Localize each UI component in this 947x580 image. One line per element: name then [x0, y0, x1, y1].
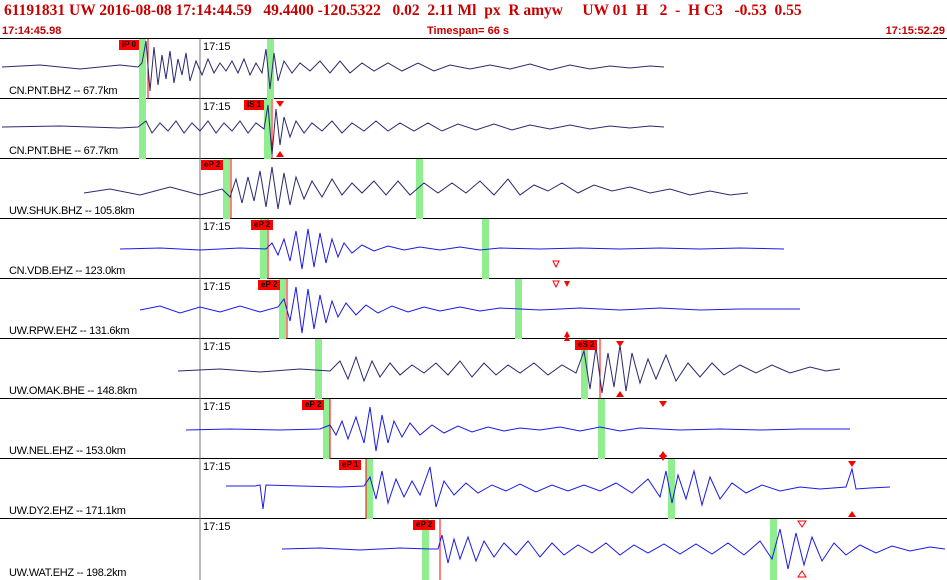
waveform-plot — [199, 519, 946, 580]
triangle-marker — [276, 101, 284, 107]
waveform-plot — [119, 219, 785, 279]
event-header: 61191831 UW 2016-08-08 17:14:44.59 49.44… — [0, 0, 947, 39]
amp-window — [267, 39, 274, 99]
seismogram-traces: 17:15 iP 0 CN.PNT.BHZ -- 67.7km 17:15 iS… — [0, 39, 947, 580]
time-tick-label: 17:15 — [203, 281, 231, 293]
phase-pick-marker[interactable]: eP 2 — [201, 160, 224, 170]
start-time: 17:14:45.98 — [2, 25, 62, 37]
station-label: UW.RPW.EHZ -- 131.6km — [9, 325, 130, 337]
waveform — [139, 286, 800, 334]
trace-panel[interactable]: 17:15 eP 2 UW.WAT.EHZ -- 198.2km — [0, 519, 947, 580]
waveform — [1, 104, 665, 156]
amp-window — [223, 159, 230, 219]
triangle-marker — [616, 391, 624, 397]
triangle-marker — [552, 280, 560, 289]
amp-window — [770, 519, 777, 580]
event-summary-line: 61191831 UW 2016-08-08 17:14:44.59 49.44… — [4, 2, 802, 19]
phase-pick-marker[interactable]: iS 1 — [244, 100, 265, 110]
amp-window — [315, 339, 322, 399]
trace-panel[interactable]: 17:15 iS 1 CN.PNT.BHE -- 67.7km — [0, 99, 947, 159]
triangle-marker — [564, 335, 570, 341]
trace-panel[interactable]: 17:15 eP 1 UW.DY2.EHZ -- 171.1km — [0, 455, 947, 519]
triangle-marker — [659, 455, 667, 461]
amp-window — [422, 519, 429, 580]
waveform — [281, 528, 946, 570]
amp-window — [139, 39, 146, 99]
phase-pick-marker[interactable]: eP 2 — [302, 400, 325, 410]
amp-window — [366, 459, 373, 519]
amp-window — [323, 399, 330, 459]
time-tick-label: 17:15 — [203, 341, 231, 353]
triangle-marker — [564, 281, 570, 287]
phase-pick-marker[interactable]: iP 0 — [119, 40, 140, 50]
station-label: CN.VDB.EHZ -- 123.0km — [9, 265, 125, 277]
amp-window — [668, 459, 675, 519]
amp-window — [416, 159, 423, 219]
station-label: UW.WAT.EHZ -- 198.2km — [9, 567, 127, 579]
trace-panel[interactable]: 17:15 iP 0 CN.PNT.BHZ -- 67.7km — [0, 39, 947, 99]
trace-panel[interactable]: 17:15 eP 2 CN.VDB.EHZ -- 123.0km — [0, 219, 947, 279]
waveform — [177, 344, 841, 394]
trace-panel[interactable]: 17:15 eP 2 UW.NEL.EHZ -- 153.0km — [0, 399, 947, 459]
triangle-marker — [797, 520, 807, 528]
time-tick-label: 17:15 — [203, 101, 231, 113]
triangle-marker — [848, 461, 856, 467]
station-label: CN.PNT.BHE -- 67.7km — [9, 145, 118, 157]
amp-window — [139, 99, 146, 159]
waveform — [1, 40, 665, 92]
phase-pick-marker[interactable]: eP 2 — [413, 520, 436, 530]
amp-window — [598, 399, 605, 459]
waveform-plot — [139, 279, 800, 339]
waveform-plot — [1, 99, 665, 159]
triangle-marker — [659, 401, 667, 407]
phase-pick-marker[interactable]: eP 2 — [251, 220, 274, 230]
triangle-marker — [552, 260, 560, 269]
station-label: CN.PNT.BHZ -- 67.7km — [9, 85, 118, 97]
station-label: UW.SHUK.BHZ -- 105.8km — [9, 205, 135, 217]
phase-pick-marker[interactable]: eS 2 — [575, 340, 598, 350]
waveform-plot — [1, 39, 665, 99]
time-tick-label: 17:15 — [203, 221, 231, 233]
amp-window — [581, 339, 588, 399]
triangle-marker — [797, 570, 807, 578]
timespan-label: Timespan= 66 s — [427, 25, 510, 37]
waveform-plot — [177, 335, 841, 399]
header-divider — [0, 38, 947, 39]
time-tick-label: 17:15 — [203, 41, 231, 53]
end-time: 17:15:52.29 — [885, 25, 945, 37]
triangle-marker — [848, 511, 856, 517]
time-tick-label: 17:15 — [203, 401, 231, 413]
triangle-marker — [616, 341, 624, 347]
triangle-marker — [276, 151, 284, 157]
station-label: UW.NEL.EHZ -- 153.0km — [9, 445, 126, 457]
amp-window — [264, 99, 271, 159]
waveform — [226, 466, 891, 510]
station-label: UW.OMAK.BHE -- 148.8km — [9, 385, 137, 397]
trace-panel[interactable]: 17:15 eS 2 UW.OMAK.BHE -- 148.8km — [0, 335, 947, 399]
trace-panel[interactable]: 17:15 eP 2 UW.RPW.EHZ -- 131.6km — [0, 279, 947, 339]
trace-panel[interactable]: 17:15 eP 2 UW.SHUK.BHZ -- 105.8km — [0, 159, 947, 219]
time-tick-label: 17:15 — [203, 521, 231, 533]
waveform-plot — [185, 399, 850, 459]
waveform-plot — [199, 455, 891, 519]
waveform — [119, 228, 785, 270]
waveform — [185, 406, 850, 452]
phase-pick-marker[interactable]: eP 1 — [339, 460, 362, 470]
phase-pick-marker[interactable]: eP 2 — [258, 280, 281, 290]
amp-window — [279, 279, 286, 339]
triangle-marker — [564, 331, 570, 337]
waveform-plot — [83, 159, 749, 219]
station-label: UW.DY2.EHZ -- 171.1km — [9, 505, 126, 517]
waveform — [83, 166, 749, 210]
time-tick-label: 17:15 — [203, 461, 231, 473]
